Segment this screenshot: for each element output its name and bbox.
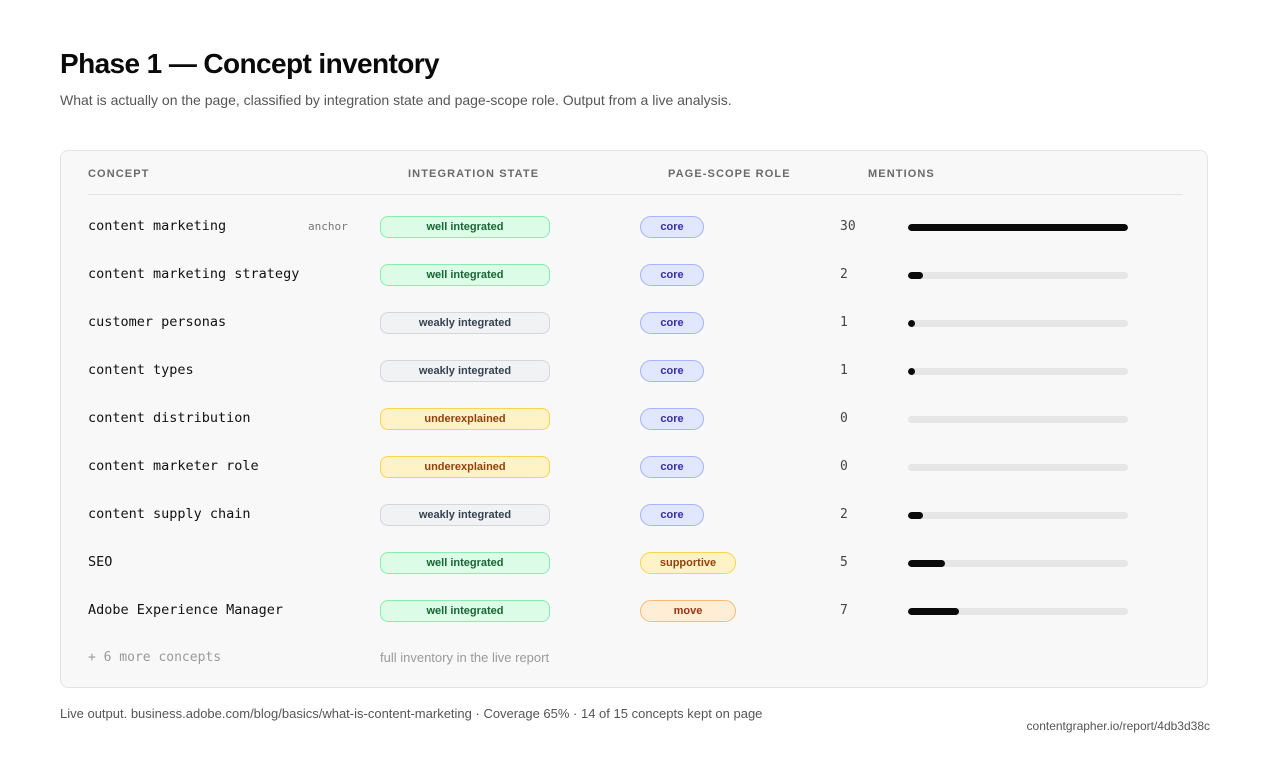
integration-state-badge: underexplained bbox=[380, 408, 550, 430]
integration-state-badge: weakly integrated bbox=[380, 360, 550, 382]
table-row: content supply chain weakly integrated cor… bbox=[61, 500, 1207, 530]
table-row: customer personas weakly integrated core 1 bbox=[61, 308, 1207, 338]
mention-count: 1 bbox=[840, 363, 848, 378]
page-title: Phase 1 — Concept inventory bbox=[60, 48, 440, 79]
page-scope-role-badge: core bbox=[640, 216, 704, 238]
column-header-page-scope-role: PAGE-SCOPE ROLE bbox=[668, 168, 791, 180]
page-scope-role-badge: supportive bbox=[640, 552, 736, 574]
table-row: content distribution underexplained core 0 bbox=[61, 404, 1207, 434]
mention-count: 5 bbox=[840, 555, 848, 570]
table-row: Adobe Experience Manager well integrated m… bbox=[61, 596, 1207, 626]
integration-state-badge: well integrated bbox=[380, 552, 550, 574]
column-header-concept: CONCEPT bbox=[88, 168, 150, 180]
mentions-bar bbox=[908, 560, 1128, 567]
table-row: content marketer role underexplained core 0 bbox=[61, 452, 1207, 482]
integration-state-badge: well integrated bbox=[380, 216, 550, 238]
concept-name: Adobe Experience Manager bbox=[88, 602, 284, 618]
page-scope-role-badge: core bbox=[640, 456, 704, 478]
column-header-integration-state: INTEGRATION STATE bbox=[408, 168, 540, 180]
mentions-bar-fill bbox=[908, 608, 960, 615]
mentions-bar-fill bbox=[908, 560, 945, 567]
page-scope-role-badge: core bbox=[640, 504, 704, 526]
mentions-bar bbox=[908, 272, 1128, 279]
mentions-bar bbox=[908, 512, 1128, 519]
mentions-bar-fill bbox=[908, 320, 916, 327]
page-scope-role-badge: core bbox=[640, 264, 704, 286]
footer-report-link[interactable]: contentgrapher.io/report/4db3d38c bbox=[1026, 719, 1210, 733]
mention-count: 2 bbox=[840, 507, 848, 522]
mentions-bar-fill bbox=[908, 512, 923, 519]
concept-name: customer personas bbox=[88, 314, 227, 330]
mentions-bar bbox=[908, 224, 1128, 231]
page-scope-role-badge: move bbox=[640, 600, 736, 622]
table-row: SEO well integrated supportive 5 bbox=[61, 548, 1207, 578]
integration-state-badge: underexplained bbox=[380, 456, 550, 478]
concept-name: content marketer role bbox=[88, 458, 259, 474]
page-scope-role-badge: core bbox=[640, 360, 704, 382]
mentions-bar bbox=[908, 368, 1128, 375]
mention-count: 0 bbox=[840, 411, 848, 426]
integration-state-badge: weakly integrated bbox=[380, 312, 550, 334]
header-divider bbox=[88, 194, 1183, 195]
page-scope-role-badge: core bbox=[640, 312, 704, 334]
mentions-bar-fill bbox=[908, 272, 923, 279]
concept-inventory-table: CONCEPT INTEGRATION STATE PAGE-SCOPE ROL… bbox=[60, 150, 1208, 688]
more-concepts-label: + 6 more concepts bbox=[88, 650, 222, 665]
more-concepts-note: full inventory in the live report bbox=[380, 650, 550, 665]
footer-source-info: Live output. business.adobe.com/blog/bas… bbox=[60, 706, 763, 721]
table-row: content marketing strategy well integrate… bbox=[61, 260, 1207, 290]
mentions-bar bbox=[908, 464, 1128, 471]
mention-count: 0 bbox=[840, 459, 848, 474]
concept-name: content distribution bbox=[88, 410, 251, 426]
concept-name: content supply chain bbox=[88, 506, 251, 522]
mentions-bar-fill bbox=[908, 368, 916, 375]
mention-count: 1 bbox=[840, 315, 848, 330]
integration-state-badge: well integrated bbox=[380, 600, 550, 622]
integration-state-badge: well integrated bbox=[380, 264, 550, 286]
mention-count: 30 bbox=[840, 219, 856, 234]
concept-name: SEO bbox=[88, 554, 113, 570]
mention-count: 2 bbox=[840, 267, 848, 282]
mentions-bar-fill bbox=[908, 224, 1128, 231]
mentions-bar bbox=[908, 416, 1128, 423]
mentions-bar bbox=[908, 608, 1128, 615]
table-row: content types weakly integrated core 1 bbox=[61, 356, 1207, 386]
table-row: content marketing anchor well integrated co… bbox=[61, 212, 1207, 242]
concept-name: content marketing bbox=[88, 218, 227, 234]
mentions-bar bbox=[908, 320, 1128, 327]
concept-name: content marketing strategy bbox=[88, 266, 300, 282]
column-header-mentions: MENTIONS bbox=[868, 168, 935, 180]
integration-state-badge: weakly integrated bbox=[380, 504, 550, 526]
concept-name: content types bbox=[88, 362, 194, 378]
page-subtitle: What is actually on the page, classified… bbox=[60, 92, 732, 108]
page-scope-role-badge: core bbox=[640, 408, 704, 430]
mention-count: 7 bbox=[840, 603, 848, 618]
anchor-tag: anchor bbox=[308, 220, 348, 233]
